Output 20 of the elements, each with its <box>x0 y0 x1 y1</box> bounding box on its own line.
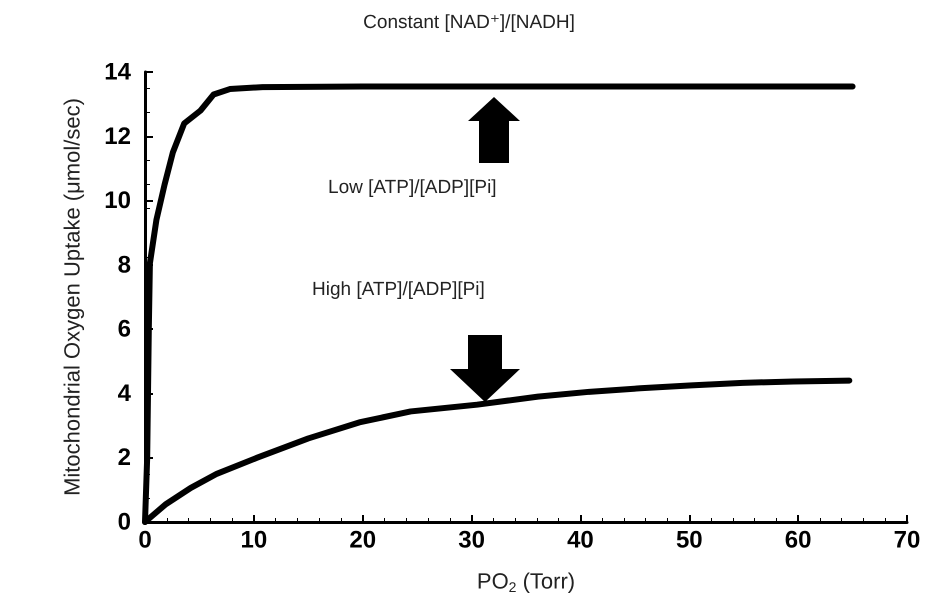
x-tick-label: 60 <box>784 526 812 554</box>
x-tick-label: 40 <box>567 526 594 554</box>
chart-title: Constant [NAD⁺]/[NADH] <box>363 12 575 33</box>
x-tick-label: 70 <box>894 526 920 554</box>
x-tick-label: 0 <box>138 526 152 554</box>
y-axis-title: Mitochondrial Oxygen Uptake (μmol/sec) <box>60 98 84 496</box>
y-tick-label: 14 <box>104 58 132 86</box>
y-tick-label: 0 <box>118 508 131 536</box>
x-tick-label: 30 <box>458 526 485 554</box>
annotation: High [ATP]/[ADP][Pi] <box>312 279 485 300</box>
y-tick-label: 12 <box>104 122 131 150</box>
annotation: Low [ATP]/[ADP][Pi] <box>328 177 497 198</box>
y-tick-label: 4 <box>118 380 132 407</box>
x-tick-label: 10 <box>240 526 268 554</box>
y-tick-label: 6 <box>118 316 131 343</box>
x-tick-label: 20 <box>349 526 376 554</box>
y-tick-label: 2 <box>118 444 131 472</box>
y-tick-label: 10 <box>104 187 131 214</box>
y-tick-label: 8 <box>118 251 131 278</box>
x-tick-label: 50 <box>676 526 703 554</box>
